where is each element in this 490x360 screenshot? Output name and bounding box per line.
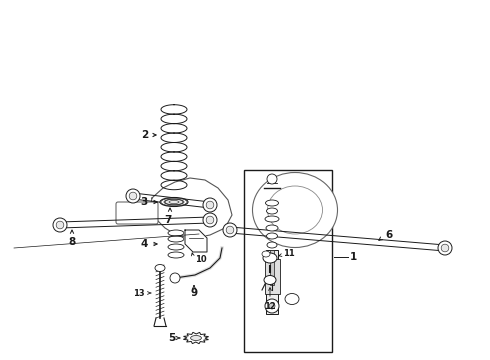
Ellipse shape [285, 293, 299, 305]
Ellipse shape [164, 199, 184, 205]
Ellipse shape [264, 275, 276, 284]
Polygon shape [183, 332, 209, 344]
FancyBboxPatch shape [116, 202, 158, 224]
Ellipse shape [262, 251, 270, 257]
Bar [270, 250, 274, 285]
Ellipse shape [160, 198, 188, 207]
Circle shape [226, 226, 234, 234]
Circle shape [126, 189, 140, 203]
Circle shape [438, 241, 452, 255]
Ellipse shape [265, 216, 279, 222]
Ellipse shape [168, 244, 184, 250]
Text: 10: 10 [195, 256, 207, 265]
Polygon shape [185, 230, 207, 252]
Ellipse shape [155, 265, 165, 271]
Ellipse shape [267, 233, 277, 239]
Circle shape [203, 198, 217, 212]
Circle shape [441, 244, 449, 252]
Text: 13: 13 [133, 288, 145, 297]
Text: 12: 12 [264, 302, 276, 311]
Ellipse shape [168, 252, 184, 258]
Bar [266, 250, 278, 314]
Text: 8: 8 [69, 237, 75, 247]
Circle shape [203, 213, 217, 227]
Text: 11: 11 [283, 249, 295, 258]
Ellipse shape [267, 242, 277, 248]
Text: 7: 7 [164, 215, 171, 225]
Bar [244, 170, 332, 352]
Ellipse shape [252, 172, 338, 248]
Circle shape [223, 223, 237, 237]
Circle shape [129, 192, 137, 200]
Text: 5: 5 [168, 333, 175, 343]
Text: 9: 9 [191, 288, 197, 298]
Circle shape [53, 218, 67, 232]
Bar [265, 259, 280, 294]
Ellipse shape [266, 200, 278, 206]
Ellipse shape [191, 336, 201, 341]
Circle shape [56, 221, 64, 229]
Ellipse shape [266, 225, 278, 231]
Text: 3: 3 [141, 197, 148, 207]
Text: 2: 2 [141, 130, 148, 140]
Circle shape [170, 273, 180, 283]
Circle shape [265, 299, 279, 313]
Text: 6: 6 [385, 230, 392, 240]
Circle shape [206, 216, 214, 224]
Circle shape [206, 201, 214, 209]
Text: 4: 4 [141, 239, 148, 249]
Ellipse shape [267, 208, 277, 214]
Circle shape [269, 303, 275, 309]
Text: 1: 1 [350, 252, 357, 262]
Circle shape [267, 174, 277, 184]
Ellipse shape [168, 236, 184, 242]
Ellipse shape [168, 230, 184, 236]
Ellipse shape [263, 253, 277, 263]
Ellipse shape [268, 186, 322, 234]
